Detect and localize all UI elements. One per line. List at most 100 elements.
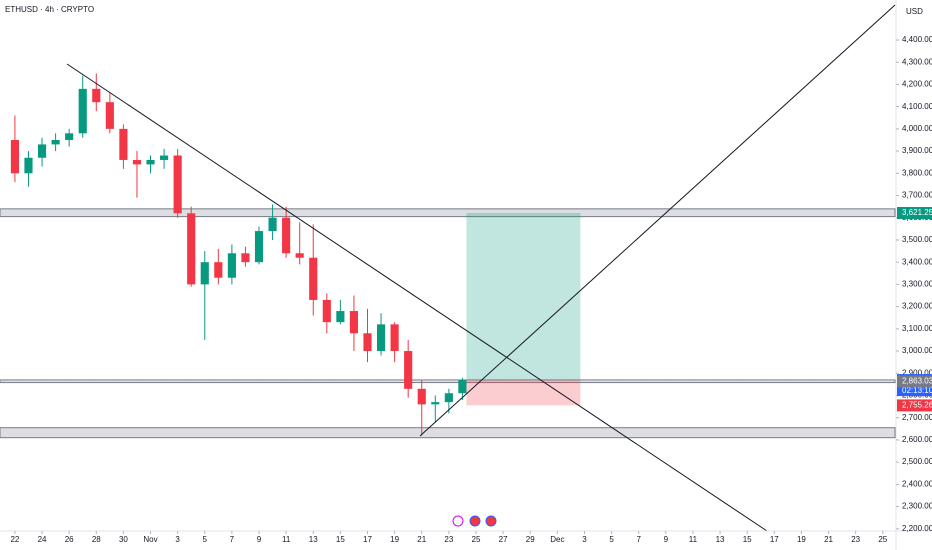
price-label: 3,621.25: [902, 208, 932, 217]
x-tick-label: 23: [444, 535, 453, 544]
y-tick-label: 4,000.00: [902, 124, 932, 133]
x-tick-label: 7: [230, 535, 235, 544]
x-tick-label: 25: [472, 535, 481, 544]
y-tick-label: 2,200.00: [902, 524, 932, 533]
price-label-box: [897, 375, 932, 388]
y-tick-label: 3,200.00: [902, 302, 932, 311]
event-icons: [452, 515, 497, 527]
price-label: 2,755.26: [902, 401, 932, 410]
candle-body: [376, 324, 386, 352]
candle-body: [417, 388, 426, 405]
x-tick-label: 21: [417, 535, 426, 544]
candle-body: [200, 262, 209, 285]
y-tick-label: 2,500.00: [902, 457, 932, 466]
countdown: 02:13:10: [902, 386, 932, 395]
price-label-box: [897, 207, 932, 220]
price-zone: [0, 208, 896, 218]
candle-body: [336, 311, 345, 323]
candle-body: [431, 402, 440, 405]
y-tick-label: 3,700.00: [902, 191, 932, 200]
x-tick-label: 9: [664, 535, 669, 544]
event-icon[interactable]: [469, 515, 481, 527]
x-tick-label: 13: [309, 535, 318, 544]
candle-body: [10, 139, 19, 174]
candle-body: [241, 253, 250, 263]
x-tick-label: 15: [336, 535, 345, 544]
price-label-box: [897, 399, 932, 412]
x-tick-label: 15: [743, 535, 752, 544]
y-tick-label: 4,100.00: [902, 102, 932, 111]
y-tick-label: 3,300.00: [902, 279, 932, 288]
candle-body: [214, 262, 223, 278]
symbol-title: ETHUSD · 4h · CRYPTO: [5, 5, 94, 14]
candle-body: [309, 257, 318, 300]
y-tick-label: 3,100.00: [902, 324, 932, 333]
candle-body: [363, 333, 372, 352]
candle-body: [146, 159, 155, 165]
x-tick-label: 5: [609, 535, 614, 544]
x-tick-label: 24: [38, 535, 47, 544]
x-tick-label: 23: [851, 535, 860, 544]
candle-body: [282, 217, 291, 254]
candle-body: [254, 231, 264, 263]
x-tick-label: Dec: [550, 535, 564, 544]
y-tick-label: 3,400.00: [902, 257, 932, 266]
plot-area: [0, 4, 896, 532]
trend-line: [419, 4, 896, 437]
candle-body: [51, 139, 60, 145]
x-tick-label: 19: [390, 535, 399, 544]
x-tick-label: 28: [92, 535, 101, 544]
profit-area: [466, 213, 581, 381]
candle-body: [160, 155, 169, 160]
candle-body: [458, 380, 467, 394]
currency-label: USD: [906, 7, 923, 16]
x-tick-label: 3: [582, 535, 587, 544]
x-tick-label: 27: [499, 535, 508, 544]
candle-body: [322, 299, 331, 323]
x-tick-label: 19: [797, 535, 806, 544]
price-zone: [0, 427, 896, 439]
candle-body: [24, 157, 33, 174]
candle-body: [187, 213, 196, 285]
countdown-box: [897, 386, 932, 397]
y-tick-label: 2,300.00: [902, 502, 932, 511]
x-tick-label: 7: [636, 535, 641, 544]
x-tick-label: 22: [10, 535, 19, 544]
price-label: 2,863.03: [902, 377, 932, 386]
x-tick-label: 13: [716, 535, 725, 544]
x-tick-label: 21: [824, 535, 833, 544]
event-icon[interactable]: [485, 515, 497, 527]
y-tick-label: 4,400.00: [902, 35, 932, 44]
x-tick-label: 17: [363, 535, 372, 544]
candle-body: [295, 253, 304, 258]
x-tick-label: Nov: [143, 535, 157, 544]
candle-body: [227, 253, 236, 278]
candle-body: [349, 311, 358, 334]
candle-body: [105, 102, 114, 129]
y-tick-label: 2,900.00: [902, 368, 932, 377]
candle-body: [78, 88, 87, 134]
y-tick-label: 3,000.00: [902, 346, 932, 355]
x-tick-label: 11: [689, 535, 698, 544]
candle-body: [444, 393, 453, 403]
event-icon[interactable]: [452, 515, 464, 527]
x-tick-label: 25: [878, 535, 887, 544]
y-tick-label: 4,200.00: [902, 80, 932, 89]
candle-body: [92, 88, 101, 103]
candle-body: [37, 144, 47, 158]
y-tick-label: 2,600.00: [902, 435, 932, 444]
trend-line: [66, 63, 768, 532]
candle-body: [173, 155, 182, 214]
x-tick-label: 3: [175, 535, 180, 544]
x-tick-label: 11: [282, 535, 291, 544]
candle-body: [65, 133, 74, 140]
y-tick-label: 4,300.00: [902, 57, 932, 66]
x-tick-label: 9: [257, 535, 262, 544]
y-tick-label: 3,900.00: [902, 146, 932, 155]
x-tick-label: 30: [119, 535, 128, 544]
y-tick-label: 2,700.00: [902, 413, 932, 422]
candle-body: [119, 128, 128, 160]
y-tick-label: 3,800.00: [902, 168, 932, 177]
